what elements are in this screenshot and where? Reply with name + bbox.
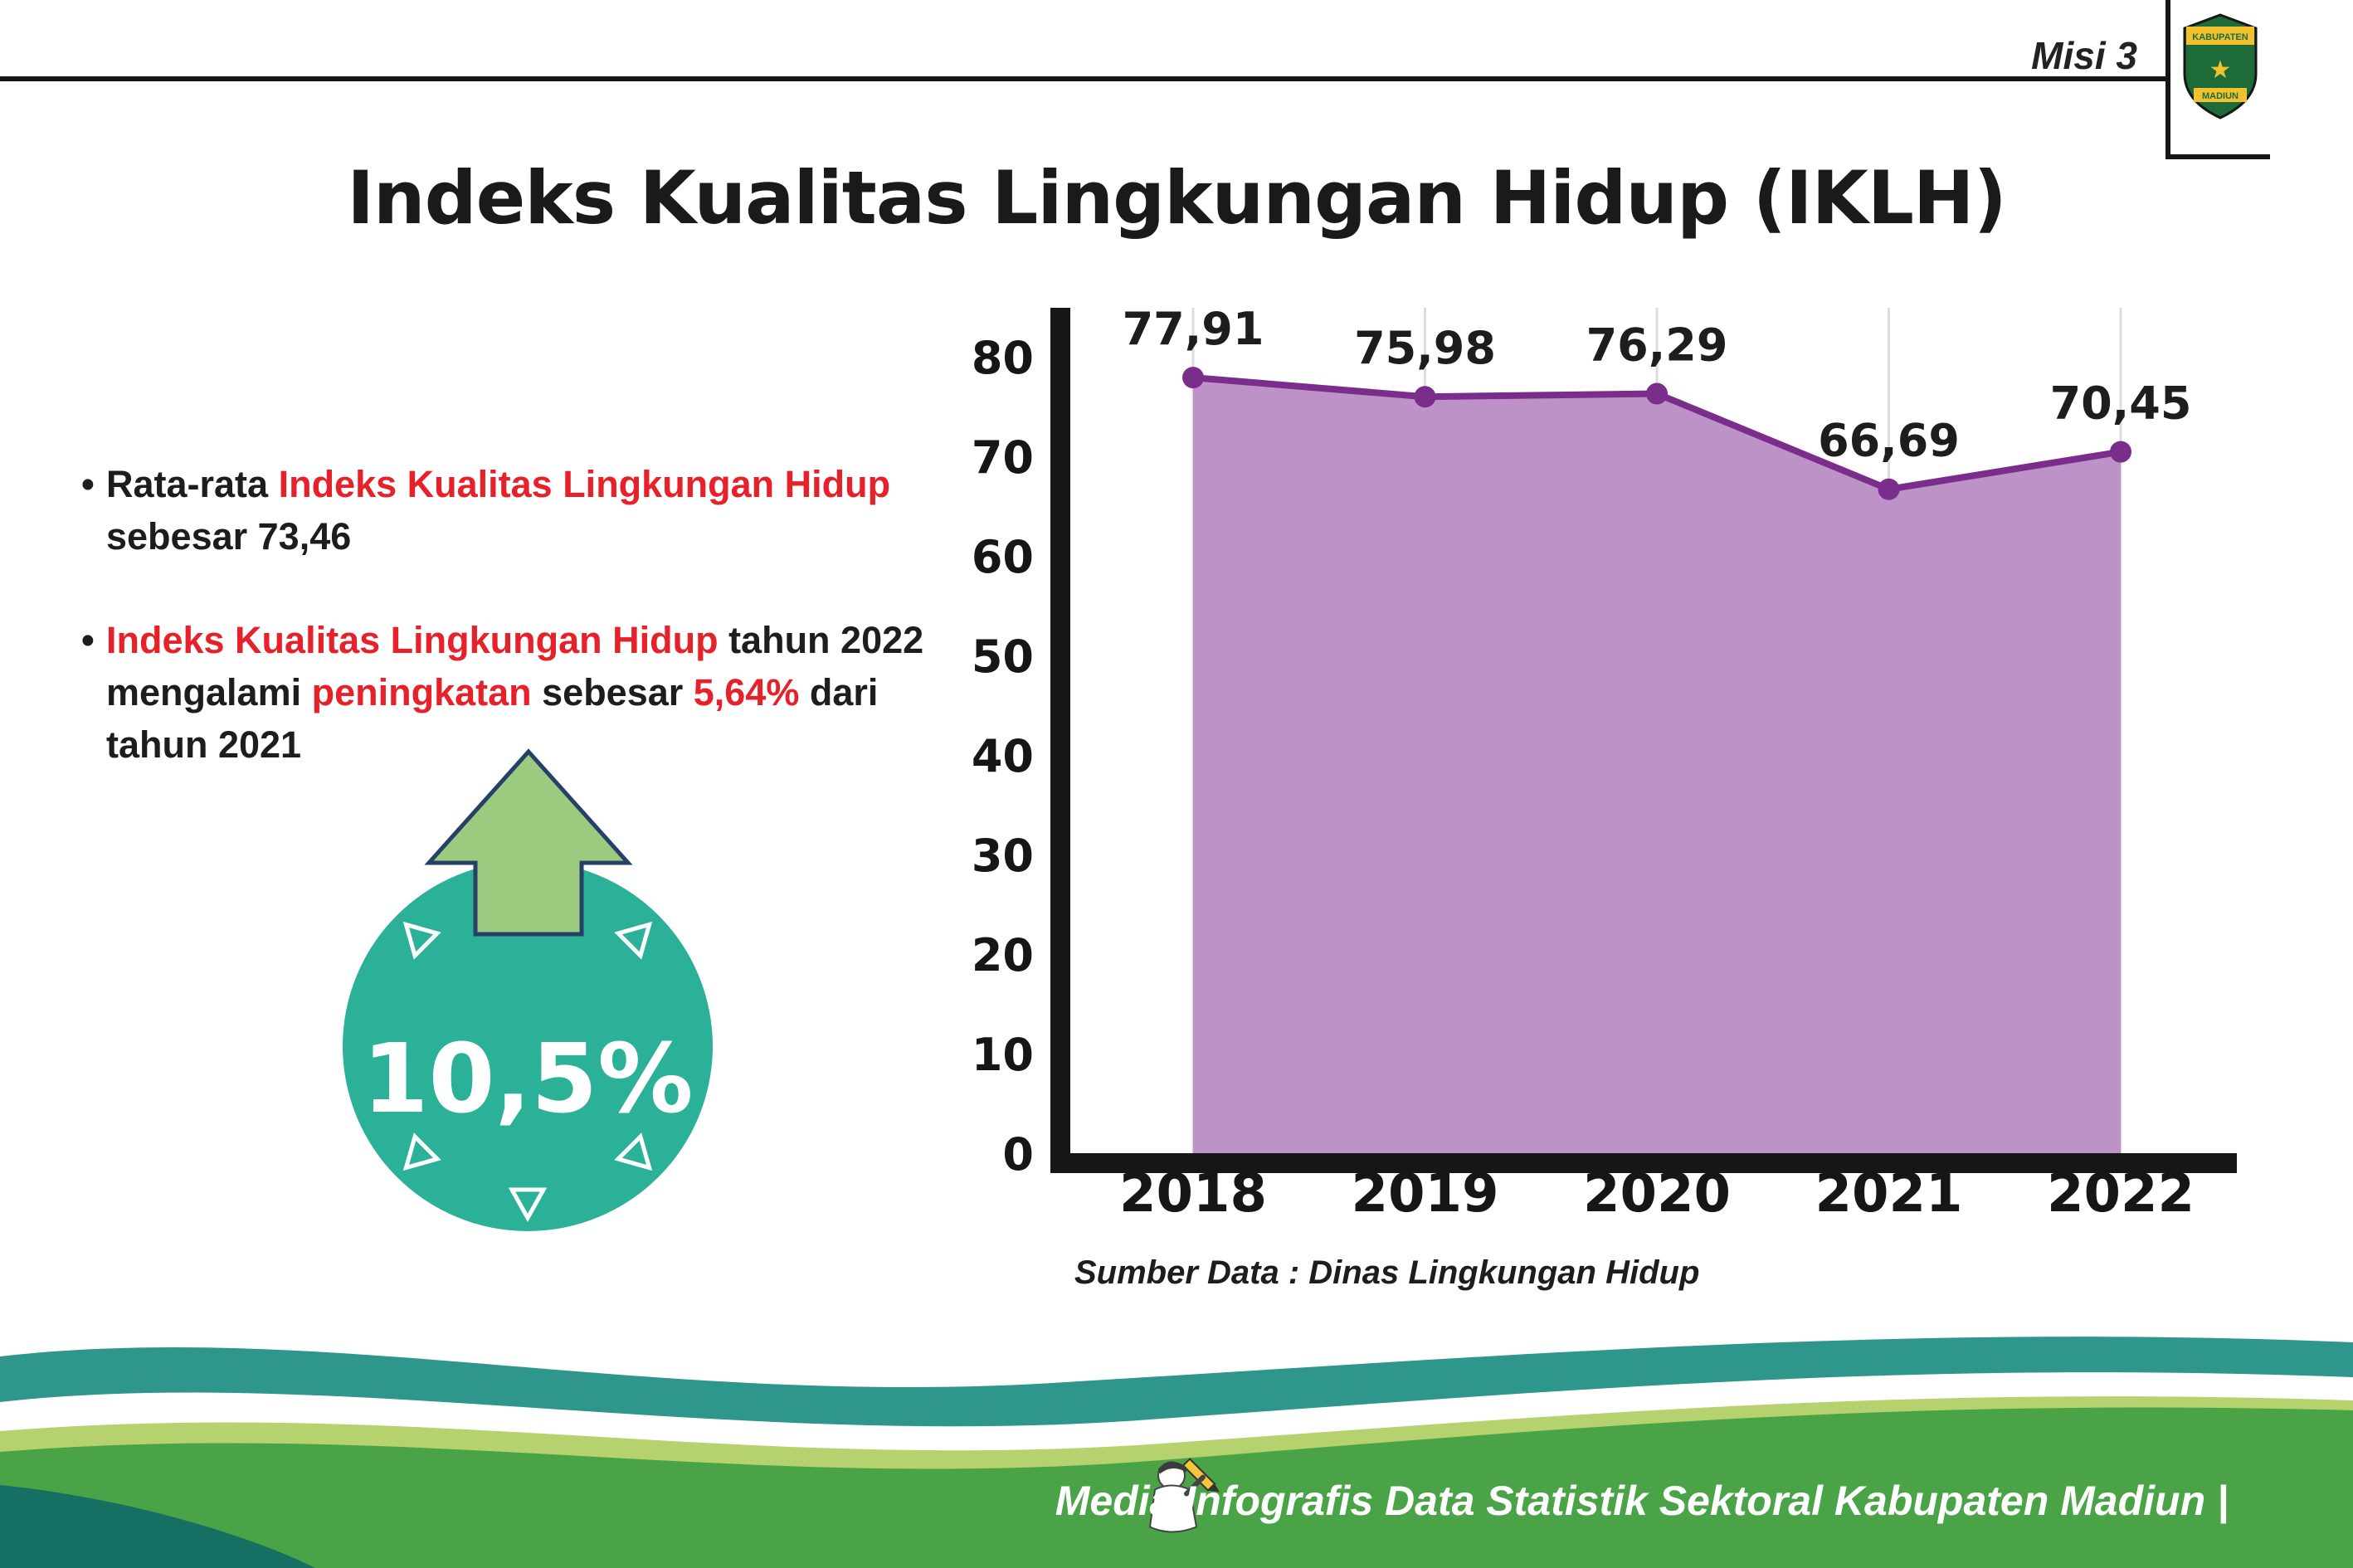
x-axis xyxy=(1050,1153,2237,1173)
bullet-item-increase: • Indeks Kualitas Lingkungan Hidup tahun… xyxy=(81,614,961,771)
text-segment: Rata-rata xyxy=(106,463,279,505)
header-rule xyxy=(0,76,2169,81)
data-point xyxy=(1878,478,1900,500)
y-tick-label: 30 xyxy=(972,830,1034,882)
data-point xyxy=(2110,441,2131,463)
data-point xyxy=(1182,367,1204,389)
chart-canvas: 0 10 20 30 40 50 60 70 80 77,91 75,98 76,29 66,69 70,… xyxy=(972,303,2237,1225)
y-tick-label: 60 xyxy=(972,531,1034,583)
bullet-marker: • xyxy=(81,463,95,505)
data-point-label: 76,29 xyxy=(1586,319,1728,372)
y-tick-label: 40 xyxy=(972,730,1034,782)
logo-ribbon xyxy=(2194,88,2247,102)
x-axis-label: 2021 xyxy=(1815,1163,1962,1225)
up-arrow-icon xyxy=(424,748,633,937)
text-segment: sebesar xyxy=(531,671,694,713)
bullet-text: Indeks Kualitas Lingkungan Hidup tahun 2… xyxy=(106,614,961,771)
footer: Media Infografis Data Statistik Sektoral… xyxy=(0,1286,2353,1568)
x-axis-label: 2018 xyxy=(1119,1163,1267,1225)
text-segment: dari xyxy=(799,671,879,713)
page-title: Indeks Kualitas Lingkungan Hidup (IKLH) xyxy=(347,154,2007,241)
iklh-area-chart: 0 10 20 30 40 50 60 70 80 77,91 75,98 76,29 66,69 70,… xyxy=(954,274,2282,1253)
mascot-icon xyxy=(1148,1458,1220,1533)
logo-banner xyxy=(2186,27,2254,45)
x-axis-label: 2019 xyxy=(1351,1163,1498,1225)
text-segment: tahun 2022 xyxy=(718,619,924,661)
text-segment-highlight: Indeks Kualitas Lingkungan Hidup xyxy=(106,619,719,661)
y-axis xyxy=(1050,308,1070,1173)
data-point-label: 70,45 xyxy=(2050,377,2192,430)
bullet-text: Rata-rata Indeks Kualitas Lingkungan Hid… xyxy=(106,458,961,562)
bullet-item-average: • Rata-rata Indeks Kualitas Lingkungan H… xyxy=(81,458,961,562)
logo-text-top: KABUPATEN xyxy=(2192,32,2248,42)
misi-label: Misi 3 xyxy=(2031,34,2137,77)
badge-triangle-decorations xyxy=(402,921,653,1223)
data-point-label: 75,98 xyxy=(1354,322,1496,374)
badge-circle xyxy=(343,861,713,1231)
data-point xyxy=(1414,386,1436,408)
increase-badge: 10,5% xyxy=(332,745,723,1243)
y-tick-label: 20 xyxy=(972,929,1034,981)
text-segment-highlight: peningkatan xyxy=(311,671,532,713)
bullet-list: • Rata-rata Indeks Kualitas Lingkungan H… xyxy=(81,458,961,822)
area-series xyxy=(1193,377,2121,1153)
logo-text-bottom: MADIUN xyxy=(2202,91,2239,101)
footer-wave-dark-accent xyxy=(0,1485,315,1568)
y-tick-label: 80 xyxy=(972,332,1034,384)
text-segment-highlight: 5,64% xyxy=(693,671,800,713)
data-point xyxy=(1646,382,1668,405)
bullet-marker: • xyxy=(81,619,95,661)
data-point-label: 77,91 xyxy=(1123,303,1264,355)
y-tick-label: 70 xyxy=(972,431,1034,484)
badge-value: 10,5% xyxy=(363,1024,694,1135)
logo-star-icon: ★ xyxy=(2209,56,2232,84)
text-segment: mengalami xyxy=(106,671,312,713)
y-tick-label: 50 xyxy=(972,631,1034,683)
x-axis-label: 2022 xyxy=(2047,1163,2195,1225)
text-segment-highlight: Indeks Kualitas Lingkungan Hidup xyxy=(278,463,891,505)
footer-credit: Media Infografis Data Statistik Sektoral… xyxy=(1055,1478,2229,1524)
kabupaten-madiun-logo: KABUPATEN ★ MADIUN xyxy=(2183,13,2258,119)
text-segment: tahun 2021 xyxy=(106,723,302,766)
logo-frame: KABUPATEN ★ MADIUN xyxy=(2165,0,2270,159)
x-axis-label: 2020 xyxy=(1583,1163,1731,1225)
y-tick-label: 10 xyxy=(972,1029,1034,1081)
text-segment: sebesar 73,46 xyxy=(106,515,352,558)
y-tick-label: 0 xyxy=(1002,1128,1034,1181)
data-point-label: 66,69 xyxy=(1818,415,1960,467)
chart-source: Sumber Data : Dinas Lingkungan Hidup xyxy=(1074,1254,1700,1291)
